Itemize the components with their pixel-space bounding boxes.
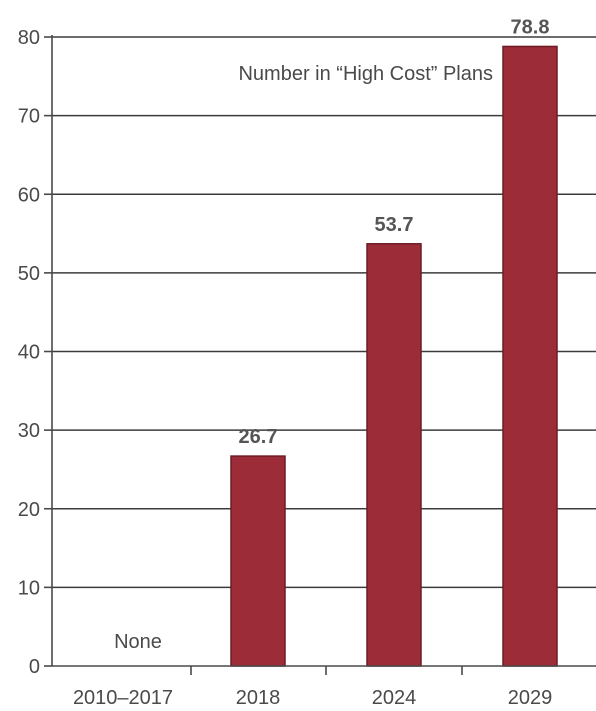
data-label: 26.7 [239,426,278,448]
y-tick-label: 20 [18,499,40,521]
x-tick-label: 2010–2017 [73,687,173,709]
bars [230,45,558,667]
y-tick-label: 0 [29,656,40,678]
y-tick-label: 70 [18,106,40,128]
bar [230,455,286,667]
y-tick-label: 60 [18,184,40,206]
data-label: 53.7 [375,214,414,236]
y-tick-label: 30 [18,420,40,442]
data-labels: 26.7 53.7 78.8 None [114,16,549,653]
data-label: 78.8 [511,16,550,38]
x-tick-label: 2018 [236,687,281,709]
y-tick-label: 80 [18,27,40,49]
bar [502,45,558,667]
chart-annotation: Number in “High Cost” Plans [238,63,493,85]
x-tick-label: 2024 [372,687,417,709]
x-axis-ticks: 2010–2017 2018 2024 2029 [73,666,552,709]
x-tick-label: 2029 [508,687,553,709]
bar [366,243,422,667]
y-tick-label: 50 [18,263,40,285]
none-label: None [114,631,162,653]
axes [51,35,596,667]
y-tick-label: 10 [18,577,40,599]
y-tick-label: 40 [18,342,40,364]
gridlines [52,36,596,589]
y-axis-ticks: 0 10 20 30 40 50 60 70 80 [18,27,52,678]
